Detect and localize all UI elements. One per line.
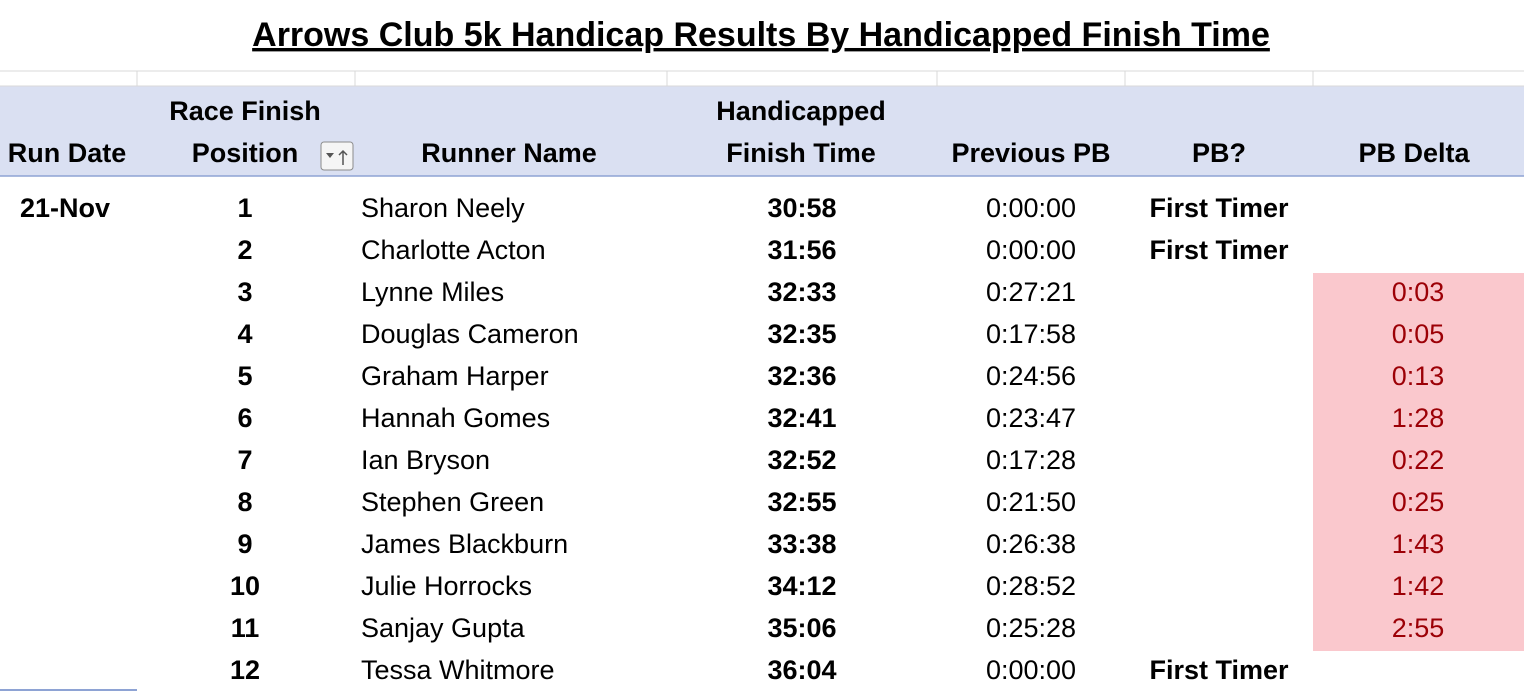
cell: 36:04 [767,655,836,685]
cell: 1:28 [1392,403,1445,433]
cell: 2 [237,235,252,265]
cell: Tessa Whitmore [361,655,555,685]
cell: Hannah Gomes [361,403,550,433]
conditional-highlight [1313,273,1524,315]
column-header: Position [192,138,299,168]
cell: 0:25:28 [986,613,1076,643]
cell: 0:00:00 [986,655,1076,685]
cell: 0:24:56 [986,361,1076,391]
cell: 0:13 [1392,361,1445,391]
cell: Douglas Cameron [361,319,579,349]
cell: 32:35 [767,319,836,349]
cell: 11 [231,613,260,643]
conditional-highlight [1313,609,1524,651]
column-gridlines [136,71,1314,86]
cell: 1:43 [1392,529,1445,559]
cell: 7 [237,445,252,475]
column-header: Run Date [8,138,127,168]
cell: First Timer [1149,235,1289,265]
column-header: Handicapped [716,96,886,126]
cell: 8 [237,487,252,517]
cell: 32:41 [767,403,836,433]
cell: 0:25 [1392,487,1445,517]
cell: 1:42 [1392,571,1445,601]
cell: 2:55 [1392,613,1445,643]
conditional-highlight [1313,399,1524,441]
cell: Graham Harper [361,361,549,391]
cell: 0:17:58 [986,319,1076,349]
cell: 12 [230,655,260,685]
conditional-highlight [1313,525,1524,567]
conditional-highlight [1313,357,1524,399]
column-header: Runner Name [421,138,597,168]
cell: Ian Bryson [361,445,490,475]
cell: First Timer [1149,655,1289,685]
column-header: Finish Time [726,138,876,168]
conditional-highlight [1313,441,1524,483]
cell: 32:52 [767,445,836,475]
cell: 10 [230,571,260,601]
cell: 9 [237,529,252,559]
cell: 34:12 [767,571,836,601]
cell: Stephen Green [361,487,544,517]
cell: 0:26:38 [986,529,1076,559]
cell: 6 [237,403,252,433]
cell: Sanjay Gupta [361,613,526,643]
cell: First Timer [1149,193,1289,223]
cell: 5 [237,361,252,391]
cell: 30:58 [767,193,836,223]
cell: 0:17:28 [986,445,1076,475]
header-band [0,86,1524,176]
conditional-highlight [1313,483,1524,525]
cell: 0:03 [1392,277,1445,307]
cell: 0:05 [1392,319,1445,349]
cell: 1 [237,193,252,223]
conditional-highlight [1313,567,1524,609]
conditional-highlight [1313,315,1524,357]
column-header: Race Finish [169,96,321,126]
column-header: PB? [1192,138,1246,168]
cell: Sharon Neely [361,193,525,223]
cell: 4 [237,319,252,349]
cell: 35:06 [767,613,836,643]
column-header: PB Delta [1358,138,1470,168]
cell: 32:33 [767,277,836,307]
cell: 0:00:00 [986,235,1076,265]
cell: 32:36 [767,361,836,391]
cell: James Blackburn [361,529,568,559]
sheet-title: Arrows Club 5k Handicap Results By Handi… [252,16,1270,54]
cell: Charlotte Acton [361,235,546,265]
cell: 32:55 [767,487,836,517]
cell: 0:22 [1392,445,1445,475]
cell: 31:56 [767,235,836,265]
cell: 0:28:52 [986,571,1076,601]
cell: 0:23:47 [986,403,1076,433]
cell: 3 [237,277,252,307]
cell: Lynne Miles [361,277,504,307]
sort-filter-button[interactable] [320,141,354,171]
cell: Julie Horrocks [361,571,532,601]
cell: 0:21:50 [986,487,1076,517]
cell: 0:00:00 [986,193,1076,223]
cell: 33:38 [767,529,836,559]
cell: 21-Nov [20,193,110,223]
column-header: Previous PB [951,138,1110,168]
cell: 0:27:21 [986,277,1076,307]
